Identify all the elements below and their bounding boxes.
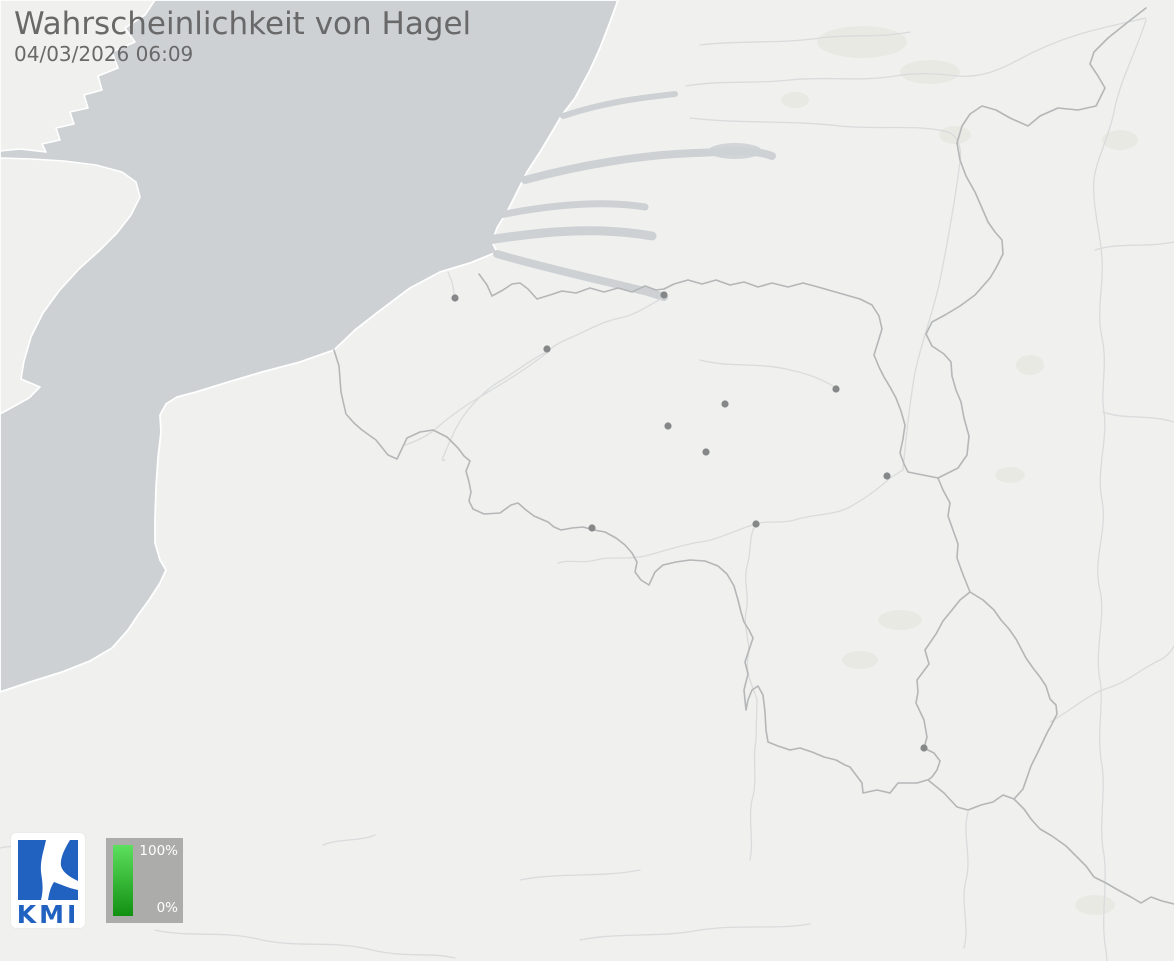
border-belgium-netherlands: [478, 273, 939, 479]
delta-wetland: [708, 143, 762, 159]
city-dot: [543, 345, 551, 353]
city-dot: [920, 744, 928, 752]
city-dot: [451, 294, 459, 302]
city-dot: [660, 291, 668, 299]
probability-legend: 100% 0%: [106, 838, 183, 923]
sea-north-sea: [0, 0, 619, 693]
england-landmass: [0, 0, 156, 415]
border-belgium-germany: [937, 477, 971, 593]
city-dot: [883, 472, 891, 480]
city-dot: [664, 422, 672, 430]
kmi-logo: KMI: [11, 833, 85, 928]
city-dot: [702, 448, 710, 456]
border-netherlands-germany: [925, 7, 1147, 479]
kmi-logo-text: KMI: [16, 900, 80, 929]
legend-max-label: 100%: [139, 843, 178, 859]
kmi-emblem-icon: [18, 840, 78, 900]
border-france-germany: [1013, 798, 1174, 905]
legend-min-label: 0%: [156, 899, 178, 916]
city-dot: [588, 524, 596, 532]
border-luxembourg: [915, 591, 1058, 811]
city-dot: [752, 520, 760, 528]
emblem-wave-shape: [40, 840, 78, 900]
city-markers: [451, 291, 928, 752]
border-france-belgium: [333, 349, 928, 794]
city-dot: [721, 400, 729, 408]
city-dot: [832, 385, 840, 393]
legend-gradient-bar: [113, 845, 133, 916]
country-borders: [333, 7, 1174, 905]
